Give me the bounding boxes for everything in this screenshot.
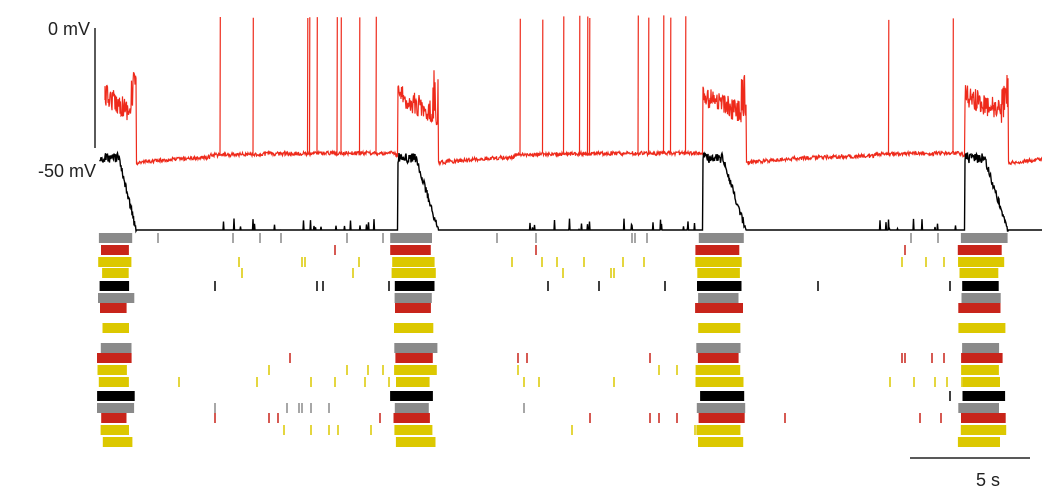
membrane-trace-red — [104, 15, 1042, 167]
raster-spikes — [214, 281, 951, 291]
raster-spikes — [241, 268, 615, 278]
raster-spikes — [178, 377, 963, 387]
raster-spikes — [157, 233, 939, 243]
raster-spikes — [334, 245, 906, 255]
raster — [97, 233, 1008, 447]
raster-spikes — [214, 403, 525, 413]
time-label: 5 s — [976, 470, 1000, 490]
voltage-top-label: 0 mV — [48, 19, 90, 39]
voltage-bottom-label: -50 mV — [38, 161, 96, 181]
raster-spikes — [238, 257, 960, 267]
raster-spikes — [289, 353, 945, 363]
raster-spikes — [283, 425, 963, 435]
raster-spikes — [268, 365, 678, 375]
raster-spikes — [214, 413, 942, 423]
membrane-trace-black — [99, 150, 1042, 234]
traces — [99, 15, 1042, 234]
